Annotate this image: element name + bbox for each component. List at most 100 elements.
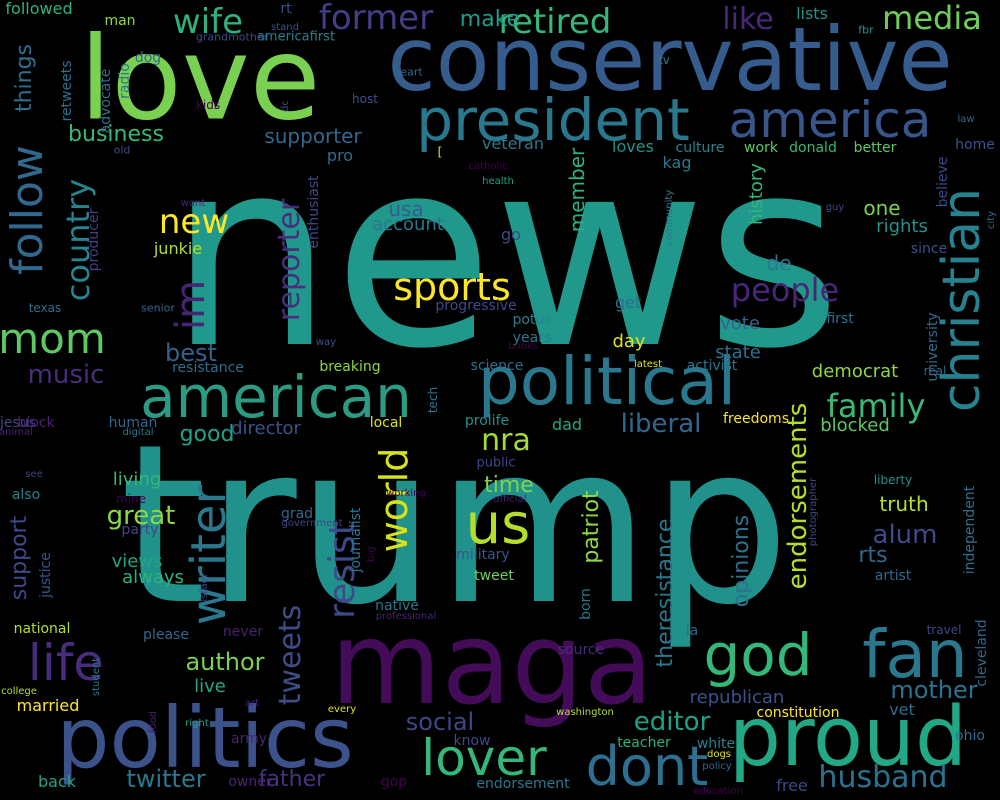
- cloud-word: every: [327, 704, 357, 715]
- cloud-word: endorsement: [476, 776, 570, 792]
- cloud-word: loves: [612, 137, 654, 156]
- cloud-word: dont: [585, 735, 709, 798]
- cloud-word: prolife: [464, 413, 510, 429]
- cloud-word: politics: [56, 689, 354, 787]
- cloud-word: liberty: [873, 473, 913, 487]
- cloud-word: political: [477, 343, 737, 420]
- cloud-word: always: [122, 567, 184, 588]
- cloud-word: artist: [874, 568, 912, 584]
- cloud-word: ohio: [955, 728, 985, 744]
- cloud-word: democrat: [811, 361, 899, 382]
- cloud-word: old: [113, 143, 131, 157]
- cloud-word: latest: [633, 359, 663, 370]
- cloud-word: potus: [512, 312, 552, 328]
- cloud-word: cleveland: [974, 619, 990, 687]
- cloud-word: army: [230, 731, 268, 747]
- cloud-word: local: [369, 415, 403, 431]
- cloud-word: live: [194, 676, 226, 697]
- cloud-word: journalist: [348, 507, 364, 573]
- cloud-word: americafirst: [256, 29, 336, 45]
- cloud-word: science: [470, 358, 524, 374]
- cloud-word: heart: [393, 65, 423, 79]
- cloud-word: former: [318, 0, 434, 38]
- cloud-word: national: [13, 621, 71, 637]
- cloud-word: pro: [326, 146, 354, 165]
- cloud-word: day: [612, 331, 646, 352]
- cloud-word: student: [91, 657, 102, 697]
- cloud-word: professional: [375, 611, 437, 622]
- cloud-word: city: [986, 210, 997, 230]
- cloud-word: [: [437, 145, 443, 159]
- cloud-word: things: [12, 43, 37, 113]
- cloud-word: make: [459, 7, 521, 32]
- cloud-word: new: [158, 202, 230, 242]
- cloud-word: producer: [86, 208, 102, 272]
- cloud-word: truth: [879, 492, 929, 516]
- cloud-word: republican: [689, 687, 785, 708]
- cloud-word: guy: [825, 202, 845, 213]
- cloud-word: family: [826, 387, 926, 425]
- cloud-word: better: [853, 140, 897, 156]
- cloud-word: america: [728, 91, 932, 149]
- cloud-word: views: [111, 551, 163, 572]
- cloud-word: big: [366, 546, 377, 562]
- cloud-word: im: [168, 279, 214, 331]
- cloud-word: animal: [0, 427, 33, 438]
- cloud-word: never: [222, 624, 264, 640]
- cloud-word: follow: [2, 145, 53, 275]
- cloud-word: teacher: [617, 735, 671, 751]
- cloud-word: get: [614, 293, 642, 312]
- cloud-word: college: [1, 686, 37, 697]
- cloud-word: gop: [380, 774, 408, 790]
- cloud-word: want: [180, 198, 206, 209]
- cloud-word: human: [108, 415, 158, 431]
- cloud-word: white: [696, 736, 736, 752]
- cloud-word: rts: [858, 543, 888, 568]
- cloud-word: independent: [962, 485, 978, 575]
- cloud-word: veteran: [482, 134, 544, 153]
- cloud-word: food: [148, 710, 159, 734]
- cloud-word: account: [372, 214, 444, 235]
- cloud-word: la: [685, 623, 699, 639]
- cloud-word: books: [508, 341, 538, 352]
- cloud-word: lover: [421, 729, 547, 787]
- cloud-word: law: [957, 114, 975, 125]
- cloud-word: photographer: [808, 477, 819, 547]
- cloud-word: good: [179, 422, 235, 447]
- cloud-word: working: [386, 488, 426, 499]
- cloud-word: editor: [633, 707, 711, 737]
- cloud-word: years: [512, 330, 552, 346]
- cloud-word: dad: [551, 415, 583, 434]
- cloud-word: way: [315, 337, 337, 348]
- cloud-word: conservative: [387, 8, 953, 111]
- cloud-word: followed: [5, 0, 73, 18]
- cloud-word: american: [140, 363, 412, 431]
- cloud-word: military: [456, 547, 510, 563]
- cloud-word: living: [112, 469, 162, 490]
- cloud-word: right: [185, 718, 209, 729]
- cloud-word: proud: [728, 690, 968, 785]
- cloud-word: senior: [141, 301, 175, 315]
- cloud-word: please: [143, 627, 189, 643]
- cloud-word: sports: [393, 265, 511, 309]
- cloud-word: us: [465, 492, 531, 557]
- cloud-word: born: [578, 588, 594, 620]
- cloud-word: media: [882, 0, 982, 37]
- cloud-word: kag: [662, 153, 692, 172]
- cloud-word: maga: [330, 597, 654, 730]
- cloud-word: real: [923, 364, 947, 378]
- cloud-word: dogs: [706, 749, 732, 760]
- cloud-word: director: [231, 418, 301, 439]
- cloud-word: home: [955, 137, 995, 153]
- cloud-word: love: [79, 12, 321, 147]
- cloud-word: patriot: [579, 490, 604, 564]
- cloud-word: vote: [720, 313, 760, 334]
- cloud-word: president: [416, 86, 690, 154]
- cloud-word: time: [484, 473, 534, 498]
- cloud-word: rt: [280, 1, 292, 17]
- cloud-word: like: [722, 2, 774, 37]
- cloud-word: jesus: [0, 415, 36, 431]
- cloud-word: de: [766, 251, 792, 275]
- cloud-word: supporter: [264, 124, 362, 148]
